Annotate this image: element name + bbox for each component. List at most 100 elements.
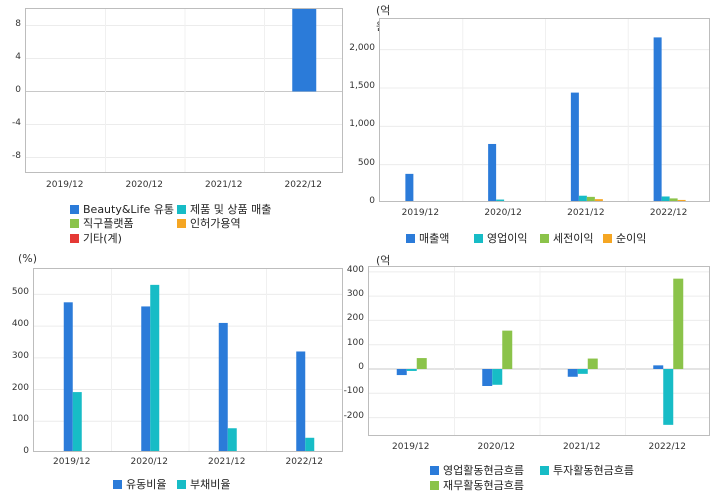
bar[interactable] — [416, 358, 427, 369]
legend-label: 제품 및 상품 매출 — [190, 203, 272, 216]
bar[interactable] — [669, 198, 678, 202]
legend-item-debt-ratio[interactable]: 부채비율 — [177, 476, 230, 492]
legend-item-others[interactable]: 기타(계) — [70, 230, 122, 246]
legend-item-operating-cash-flow[interactable]: 영업활동현금흐름 — [430, 462, 524, 478]
bar[interactable] — [396, 369, 407, 376]
bar[interactable] — [653, 365, 664, 369]
legend-label: 영업활동현금흐름 — [443, 464, 524, 477]
bar[interactable] — [567, 369, 578, 377]
legend-swatch — [177, 219, 186, 228]
legend-swatch — [70, 234, 79, 243]
x-tick-label: 2019/12 — [401, 208, 440, 218]
legend-item-net-income[interactable]: 순이익 — [603, 230, 646, 246]
x-tick-label: 2019/12 — [392, 442, 430, 452]
legend-item-beauty-life[interactable]: Beauty&Life 유통 — [70, 201, 174, 217]
x-tick-label: 2022/12 — [648, 442, 686, 452]
legend-item-product-sales[interactable]: 제품 및 상품 매출 — [177, 201, 271, 217]
legend-swatch — [70, 219, 79, 228]
legend-swatch — [406, 234, 415, 243]
bar[interactable] — [305, 437, 315, 452]
plot-area — [33, 268, 343, 452]
y-tick-label: -8 — [12, 150, 21, 161]
bar[interactable] — [504, 201, 512, 202]
y-tick-label: 500 — [357, 157, 375, 168]
y-tick-label: 1,500 — [349, 81, 375, 91]
y-tick-label: -4 — [12, 117, 21, 128]
legend-item-current-ratio[interactable]: 유동비율 — [113, 476, 166, 492]
y-tick-label: 0 — [369, 196, 375, 206]
y-tick-label: 300 — [346, 289, 364, 300]
legend-label: 투자활동현금흐름 — [553, 464, 634, 477]
y-tick-label: 400 — [11, 319, 29, 330]
bar[interactable] — [586, 196, 595, 202]
bar[interactable] — [406, 369, 417, 371]
bar[interactable] — [296, 351, 306, 452]
y-tick-label: 100 — [11, 414, 29, 425]
bar[interactable] — [594, 199, 603, 202]
bar[interactable] — [673, 278, 684, 369]
bar[interactable] — [141, 306, 151, 452]
bar[interactable] — [405, 173, 414, 202]
bar[interactable] — [587, 358, 598, 369]
bar[interactable] — [150, 284, 160, 452]
legend-label: 세전이익 — [553, 232, 594, 245]
x-tick-label: 2022/12 — [285, 457, 323, 467]
legend-swatch — [430, 481, 439, 490]
y-tick-label: 2,000 — [349, 42, 375, 53]
y-tick-label: 8 — [15, 18, 21, 29]
bar[interactable] — [292, 9, 317, 92]
legend-item-revenue[interactable]: 매출액 — [406, 230, 449, 246]
legend-swatch — [177, 205, 186, 214]
bar[interactable] — [63, 302, 73, 452]
bar[interactable] — [492, 369, 503, 385]
x-tick-label: 2020/12 — [130, 457, 168, 467]
y-tick-label: 500 — [11, 287, 29, 298]
bar[interactable] — [661, 196, 670, 202]
x-tick-label: 2019/12 — [46, 180, 84, 190]
legend-item-licensing-service[interactable]: 인허가용역 — [177, 215, 241, 231]
legend-label: 유동비율 — [126, 478, 167, 491]
legend-label: 영업이익 — [487, 232, 528, 245]
bar[interactable] — [653, 37, 662, 202]
legend-swatch — [474, 234, 483, 243]
x-tick-label: 2021/12 — [563, 442, 601, 452]
x-tick-label: 2020/12 — [125, 180, 163, 190]
legend-label: 순이익 — [616, 232, 647, 245]
legend-item-operating-income[interactable]: 영업이익 — [474, 230, 527, 246]
bar[interactable] — [488, 143, 497, 202]
legend-label: 재무활동현금흐름 — [443, 479, 524, 492]
y-tick-label: 1,000 — [349, 119, 375, 130]
bar[interactable] — [227, 428, 237, 452]
bar[interactable] — [570, 92, 579, 202]
bar[interactable] — [577, 369, 588, 374]
legend-item-financing-cash-flow[interactable]: 재무활동현금흐름 — [430, 477, 524, 493]
bar-plot-svg — [26, 9, 342, 172]
bar-plot-svg — [369, 267, 709, 435]
bar[interactable] — [578, 195, 587, 202]
legend-item-investing-cash-flow[interactable]: 투자활동현금흐름 — [540, 462, 634, 478]
y-tick-label: 0 — [358, 362, 364, 372]
bar[interactable] — [72, 392, 82, 452]
bar[interactable] — [677, 199, 686, 202]
legend-item-direct-platform[interactable]: 직구플랫폼 — [70, 215, 134, 231]
legend-swatch — [177, 480, 186, 489]
legend-item-pretax-income[interactable]: 세전이익 — [540, 230, 593, 246]
bar[interactable] — [218, 322, 228, 452]
x-tick-label: 2021/12 — [567, 208, 605, 218]
legend-swatch — [70, 205, 79, 214]
bar[interactable] — [482, 369, 493, 386]
y-tick-label: 100 — [346, 337, 364, 348]
bar[interactable] — [663, 369, 674, 425]
bar[interactable] — [502, 330, 513, 369]
bar[interactable] — [496, 199, 505, 202]
y-tick-label: -100 — [343, 386, 364, 397]
legend-swatch — [540, 466, 549, 475]
x-tick-label: 2022/12 — [649, 208, 688, 218]
legend-label: 인허가용역 — [190, 217, 241, 230]
chart-unit-label: (%) — [18, 252, 38, 265]
legend-label: 직구플랫폼 — [83, 217, 134, 230]
x-tick-label: 2022/12 — [284, 180, 322, 190]
y-tick-label: 4 — [15, 51, 21, 62]
x-tick-label: 2020/12 — [484, 208, 522, 218]
y-tick-label: 400 — [346, 264, 364, 275]
